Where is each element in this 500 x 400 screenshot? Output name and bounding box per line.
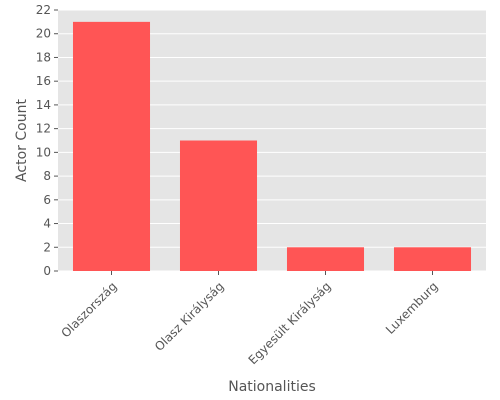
y-tick-label: 2 [43,240,51,254]
y-tick-label: 16 [36,74,51,88]
x-tick-label: Luxemburg [383,279,441,337]
x-tick-label: Olasz Királyság [152,279,227,354]
y-tick-label: 12 [36,122,51,136]
y-tick-label: 20 [36,27,51,41]
y-axis-ticks: 0 2 4 6 8 10 12 14 16 18 20 22 [36,3,58,278]
y-tick-label: 10 [36,145,51,159]
y-axis-title: Actor Count [14,99,30,182]
x-tick-label: Olaszország [58,279,119,340]
x-axis-title: Nationalities [228,379,316,395]
y-tick-label: 6 [43,193,51,207]
bars [72,21,472,272]
y-tick-label: 8 [43,169,51,183]
x-axis-ticks: Olaszország Olasz Királyság Egyesült Királ… [58,271,441,367]
y-tick-label: 14 [36,98,51,112]
y-tick-label: 22 [36,3,51,17]
bar [72,21,151,272]
x-tick-label: Egyesült Királyság [246,279,334,367]
bar [393,247,472,271]
bar [286,247,365,271]
y-tick-label: 18 [36,50,51,64]
y-tick-label: 4 [43,217,51,231]
bar [179,140,258,271]
y-tick-label: 0 [43,264,51,278]
